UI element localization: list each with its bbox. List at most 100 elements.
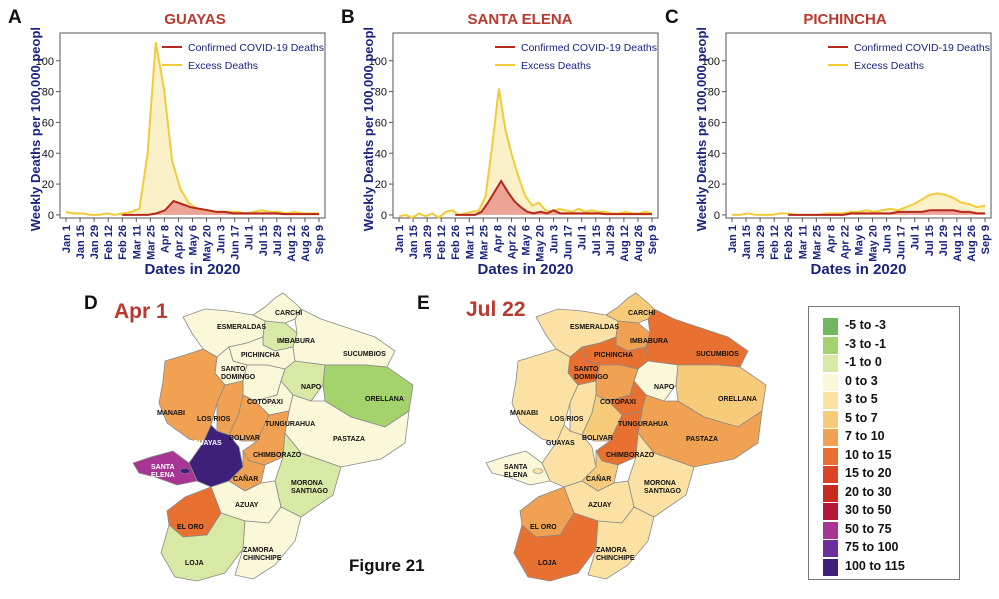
province-label: ESMERALDAS	[217, 324, 266, 331]
x-tick-label: Jul 15	[924, 225, 936, 256]
x-tick-label: Aug 26	[300, 225, 312, 262]
x-tick-label: May 20	[202, 225, 214, 262]
x-tick-label: Mar 25	[145, 225, 157, 260]
x-tick-label: Sep 9	[980, 225, 992, 254]
x-tick-label: Apr 22	[506, 225, 518, 259]
excess-deaths-line	[732, 192, 986, 216]
x-tick-label: Mar 25	[811, 225, 823, 260]
x-tick-label: Jan 29	[89, 225, 101, 259]
province-label: COTOPAXI	[247, 399, 283, 406]
panel-title-pichincha: PICHINCHA	[803, 11, 887, 28]
x-tick-label: Jan 1	[61, 225, 73, 253]
province-label: GUAYAS	[546, 440, 575, 447]
x-tick-label: Jul 15	[591, 225, 603, 256]
legend-label: -3 to -1	[845, 336, 886, 351]
legend-label: 75 to 100	[845, 540, 899, 554]
legend-swatch	[823, 336, 838, 354]
province-label: SANTO DOMINGO	[221, 366, 256, 381]
province-label: PASTAZA	[333, 436, 365, 443]
legend-swatch	[823, 503, 838, 520]
x-tick-label: Feb 26	[783, 225, 795, 260]
province-label: EL ORO	[177, 524, 204, 531]
province-label: MORONA SANTIAGO	[291, 480, 329, 495]
x-tick-label: Jan 15	[741, 225, 753, 259]
x-tick-label: Feb 12	[103, 225, 115, 260]
y-tick-label: 40	[42, 148, 54, 160]
province-label: ESMERALDAS	[570, 324, 619, 331]
confirmed-deaths-line	[788, 209, 985, 216]
x-tick-label: Aug 12	[619, 225, 631, 262]
x-tick-label: Apr 22	[839, 225, 851, 259]
x-tick-label: Apr 8	[492, 225, 504, 253]
province-label: LOJA	[538, 560, 557, 567]
province-label: PICHINCHA	[241, 352, 280, 359]
province-label: TUNGURAHUA	[265, 421, 315, 428]
x-tick-label: May 20	[535, 225, 547, 262]
province-label: AZUAY	[588, 502, 612, 509]
legend-label: -5 to -3	[845, 318, 886, 332]
province-label: SANTA ELENA	[151, 464, 175, 479]
legend-swatch	[823, 484, 838, 502]
legend-swatch	[823, 521, 838, 539]
x-tick-label: Mar 25	[478, 225, 490, 260]
panel-title-guayas: GUAYAS	[164, 11, 226, 28]
map-date-apr: Apr 1	[114, 300, 168, 323]
province-santa-elena	[132, 450, 198, 486]
x-tick-label: Jul 15	[258, 225, 270, 256]
x-tick-label: Jan 1	[394, 225, 406, 253]
legend-label: 10 to 15	[845, 447, 892, 462]
panel-title-santa-elena: SANTA ELENA	[467, 11, 573, 28]
x-tick-label: Jul 29	[605, 225, 617, 256]
province-label: MANABI	[510, 410, 538, 417]
legend-label: 20 to 30	[845, 484, 892, 499]
x-tick-label: Jul 1	[910, 225, 922, 250]
province-carchi	[252, 292, 302, 324]
x-tick-label: May 6	[521, 225, 533, 256]
province-label: GUAYAS	[193, 440, 222, 447]
island-puna	[532, 468, 544, 474]
x-tick-label: May 6	[854, 225, 866, 256]
island-puna	[179, 468, 191, 474]
legend-swatch	[823, 558, 838, 576]
province-label: LOS RIOS	[550, 416, 584, 423]
province-label: AZUAY	[235, 502, 259, 509]
y-tick-label: 0	[381, 210, 387, 222]
province-label: NAPO	[654, 384, 675, 391]
x-tick-label: Jan 15	[408, 225, 420, 259]
province-label: LOS RIOS	[197, 416, 231, 423]
plot-frame	[725, 32, 992, 219]
legend-label-excess: Excess Deaths	[854, 60, 924, 72]
province-label: CARCHI	[275, 310, 302, 317]
legend-label-excess: Excess Deaths	[521, 60, 591, 72]
y-tick-label: 60	[708, 117, 720, 129]
x-tick-label: Jul 1	[244, 225, 256, 250]
province-label: CHIMBORAZO	[253, 452, 302, 459]
legend-label: 50 to 75	[845, 521, 892, 536]
x-tick-label: Aug 26	[633, 225, 645, 262]
excess-area	[732, 193, 985, 215]
x-tick-label: Feb 12	[769, 225, 781, 260]
y-tick-label: 80	[708, 87, 720, 99]
x-tick-label: Feb 12	[436, 225, 448, 260]
province-label: MORONA SANTIAGO	[644, 480, 682, 495]
province-label: SANTA ELENA	[504, 464, 528, 479]
province-carchi	[605, 292, 655, 324]
x-tick-label: Apr 8	[825, 225, 837, 253]
legend-label-excess: Excess Deaths	[188, 60, 258, 72]
x-tick-label: Jan 1	[727, 225, 739, 253]
legend-swatch	[823, 466, 838, 483]
confirmed-deaths-line	[455, 179, 652, 216]
legend-label-confirmed: Confirmed COVID-19 Deaths	[854, 42, 990, 54]
province-label: COTOPAXI	[600, 399, 636, 406]
y-tick-label: 100	[702, 56, 720, 68]
province-imbabura	[615, 320, 651, 352]
panel-letter-c: C	[665, 7, 679, 28]
x-tick-label: Mar 11	[131, 225, 143, 259]
x-tick-label: May 20	[868, 225, 880, 262]
legend-swatch	[823, 410, 838, 428]
x-tick-label: Jun 17	[896, 225, 908, 260]
x-axis-label: Dates in 2020	[145, 261, 241, 278]
province-manabi	[511, 348, 579, 444]
confirmed-deaths-line	[122, 199, 319, 216]
y-tick-label: 60	[42, 117, 54, 129]
